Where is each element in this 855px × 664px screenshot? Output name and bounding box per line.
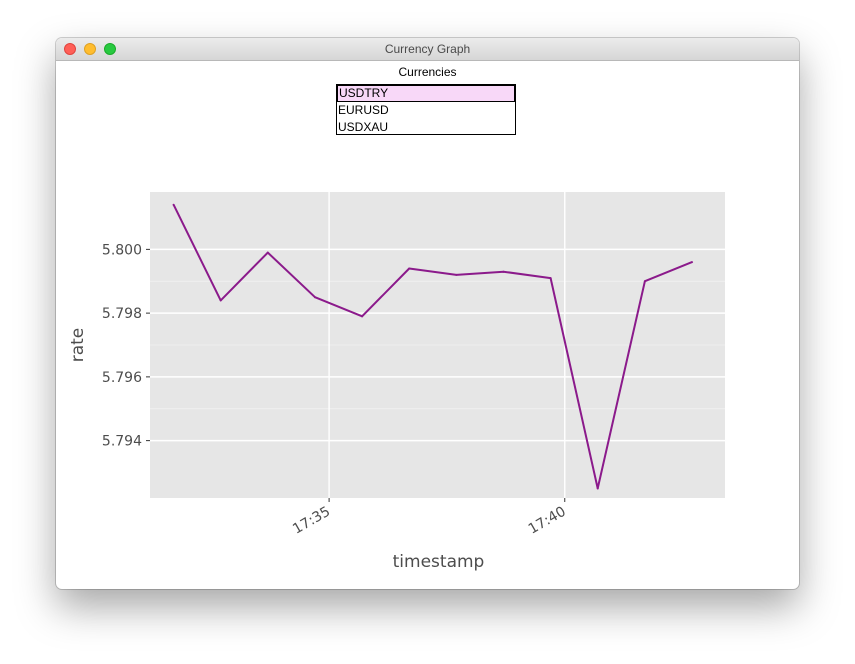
- data-point: [691, 261, 694, 264]
- window-title: Currency Graph: [384, 42, 471, 56]
- data-point: [502, 270, 505, 273]
- data-point: [172, 203, 175, 206]
- currency-item-usdxau[interactable]: USDXAU: [338, 120, 389, 134]
- data-point: [313, 296, 316, 299]
- data-point: [643, 280, 646, 283]
- y-tick-label: 5.798: [102, 306, 142, 322]
- data-point: [455, 273, 458, 276]
- data-point: [596, 487, 599, 490]
- title-bar[interactable]: Currency Graph: [56, 38, 799, 61]
- y-tick-label: 5.796: [102, 370, 142, 386]
- rate-chart: 5.794 5.796 5.798 5.800 17:35 17:40 timestamp r…: [68, 192, 725, 572]
- zoom-window-button[interactable]: [104, 43, 116, 55]
- currency-item-eurusd[interactable]: EURUSD: [338, 103, 389, 117]
- minimize-window-button[interactable]: [84, 43, 96, 55]
- y-tick-label: 5.794: [102, 434, 142, 450]
- data-point: [266, 251, 269, 254]
- x-tick-label: 17:40: [526, 504, 569, 538]
- x-tick-label: 17:35: [290, 504, 333, 538]
- data-point: [361, 315, 364, 318]
- y-tick-label: 5.800: [102, 242, 142, 258]
- currency-listbox[interactable]: USDTRY EURUSD USDXAU: [336, 84, 516, 135]
- data-point: [219, 299, 222, 302]
- close-window-button[interactable]: [64, 43, 76, 55]
- x-axis-title: timestamp: [393, 552, 485, 572]
- data-point: [408, 267, 411, 270]
- y-axis-title: rate: [68, 328, 88, 363]
- data-point: [549, 277, 552, 280]
- currencies-label: Currencies: [398, 65, 457, 79]
- currency-item-usdtry[interactable]: USDTRY: [337, 85, 515, 102]
- app-window: Currency Graph Currencies USDTRY EURUSD US…: [56, 38, 799, 589]
- series-line-0: [172, 204, 693, 490]
